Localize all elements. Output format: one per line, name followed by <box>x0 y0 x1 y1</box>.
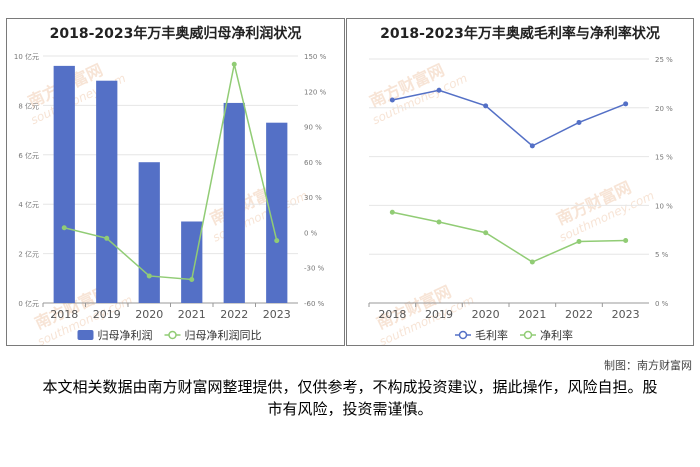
bar-net-profit <box>138 162 160 303</box>
x-tick-label: 2022 <box>565 308 593 321</box>
y-right-tick-label: -60 % <box>304 300 325 308</box>
legend-marker <box>458 330 468 340</box>
point-yoy-growth <box>146 273 152 279</box>
legend-marker <box>523 330 533 340</box>
y-left-tick-label: 10 亿元 <box>14 52 39 61</box>
y-right-tick-label: 25 % <box>655 56 673 64</box>
point-gross-margin <box>529 143 535 149</box>
x-tick-label: 2018 <box>378 308 406 321</box>
y-right-tick-label: 120 % <box>304 88 327 96</box>
x-tick-label: 2023 <box>263 308 291 321</box>
point-gross-margin <box>436 87 442 93</box>
point-gross-margin <box>389 97 395 103</box>
bar-net-profit <box>96 80 118 303</box>
point-net-margin <box>436 219 442 225</box>
left-chart-panel: 2018-2023年万丰奥威归母净利润状况 南方财富网southmoney.co… <box>6 18 345 346</box>
legend-marker <box>168 330 177 340</box>
legend-label: 归母净利润 <box>98 328 153 342</box>
legend-label: 毛利率 <box>475 328 508 342</box>
right-chart-panel: 2018-2023年万丰奥威毛利率与净利率状况 南方财富网 southmoney.… <box>346 18 694 346</box>
point-net-margin <box>576 239 582 245</box>
legend-label: 净利率 <box>540 328 573 342</box>
x-tick-label: 2020 <box>472 308 500 321</box>
point-yoy-growth <box>231 61 237 67</box>
y-right-tick-label: 5 % <box>655 251 669 259</box>
point-net-margin <box>623 238 629 244</box>
point-yoy-growth <box>274 238 280 244</box>
line-yoy-growth <box>64 64 278 281</box>
left-chart-title: 2018-2023年万丰奥威归母净利润状况 <box>49 26 302 42</box>
y-right-tick-label: -30 % <box>304 265 325 273</box>
bar-net-profit <box>266 122 288 303</box>
y-left-tick-label: 4 亿元 <box>18 200 39 209</box>
y-left-tick-label: 0 亿元 <box>18 299 39 308</box>
y-right-tick-label: 20 % <box>655 105 673 113</box>
y-left-tick-label: 8 亿元 <box>18 101 39 110</box>
legend-label: 归母净利润同比 <box>185 328 262 342</box>
disclaimer-text: 本文相关数据由南方财富网整理提供，仅供参考，不构成投资建议，据此操作，风险自担。… <box>42 378 658 418</box>
bar-net-profit <box>53 65 75 303</box>
point-gross-margin <box>483 103 489 109</box>
bar-net-profit <box>223 102 245 304</box>
x-tick-label: 2018 <box>50 308 78 321</box>
right-chart-svg: 南方财富网southmoney.com南方财富网southmoney.com南方… <box>367 56 673 345</box>
y-right-tick-label: 0 % <box>655 300 669 308</box>
chart-credit: 制图：南方财富网 <box>604 359 692 372</box>
y-right-tick-label: 90 % <box>304 124 322 132</box>
y-left-tick-label: 6 亿元 <box>18 151 39 160</box>
x-tick-label: 2021 <box>178 308 206 321</box>
x-tick-label: 2022 <box>220 308 248 321</box>
y-right-tick-label: 15 % <box>655 154 673 162</box>
point-net-margin <box>529 259 535 265</box>
y-right-tick-label: 10 % <box>655 202 673 210</box>
point-yoy-growth <box>61 225 67 231</box>
point-yoy-growth <box>189 276 195 282</box>
x-tick-label: 2020 <box>135 308 163 321</box>
x-tick-label: 2021 <box>518 308 546 321</box>
y-right-tick-label: 60 % <box>304 159 322 167</box>
line-net-margin <box>392 211 626 263</box>
right-chart-title: 2018-2023年万丰奥威毛利率与净利率状况 <box>380 26 660 42</box>
line-gross-margin <box>392 89 626 147</box>
x-tick-label: 2023 <box>612 308 640 321</box>
legend-swatch <box>77 330 94 340</box>
y-right-tick-label: 150 % <box>304 53 327 61</box>
point-net-margin <box>389 209 395 215</box>
bar-net-profit <box>181 221 203 303</box>
y-left-tick-label: 2 亿元 <box>18 250 39 259</box>
x-tick-label: 2019 <box>425 308 453 321</box>
left-chart-svg: 南方财富网southmoney.com南方财富网southmoney.com南方… <box>14 52 327 345</box>
point-net-margin <box>483 230 489 236</box>
point-yoy-growth <box>104 235 110 241</box>
y-right-tick-label: 0 % <box>304 229 318 237</box>
y-right-tick-label: 30 % <box>304 194 322 202</box>
point-gross-margin <box>576 119 582 125</box>
point-gross-margin <box>623 101 629 107</box>
x-tick-label: 2019 <box>93 308 121 321</box>
